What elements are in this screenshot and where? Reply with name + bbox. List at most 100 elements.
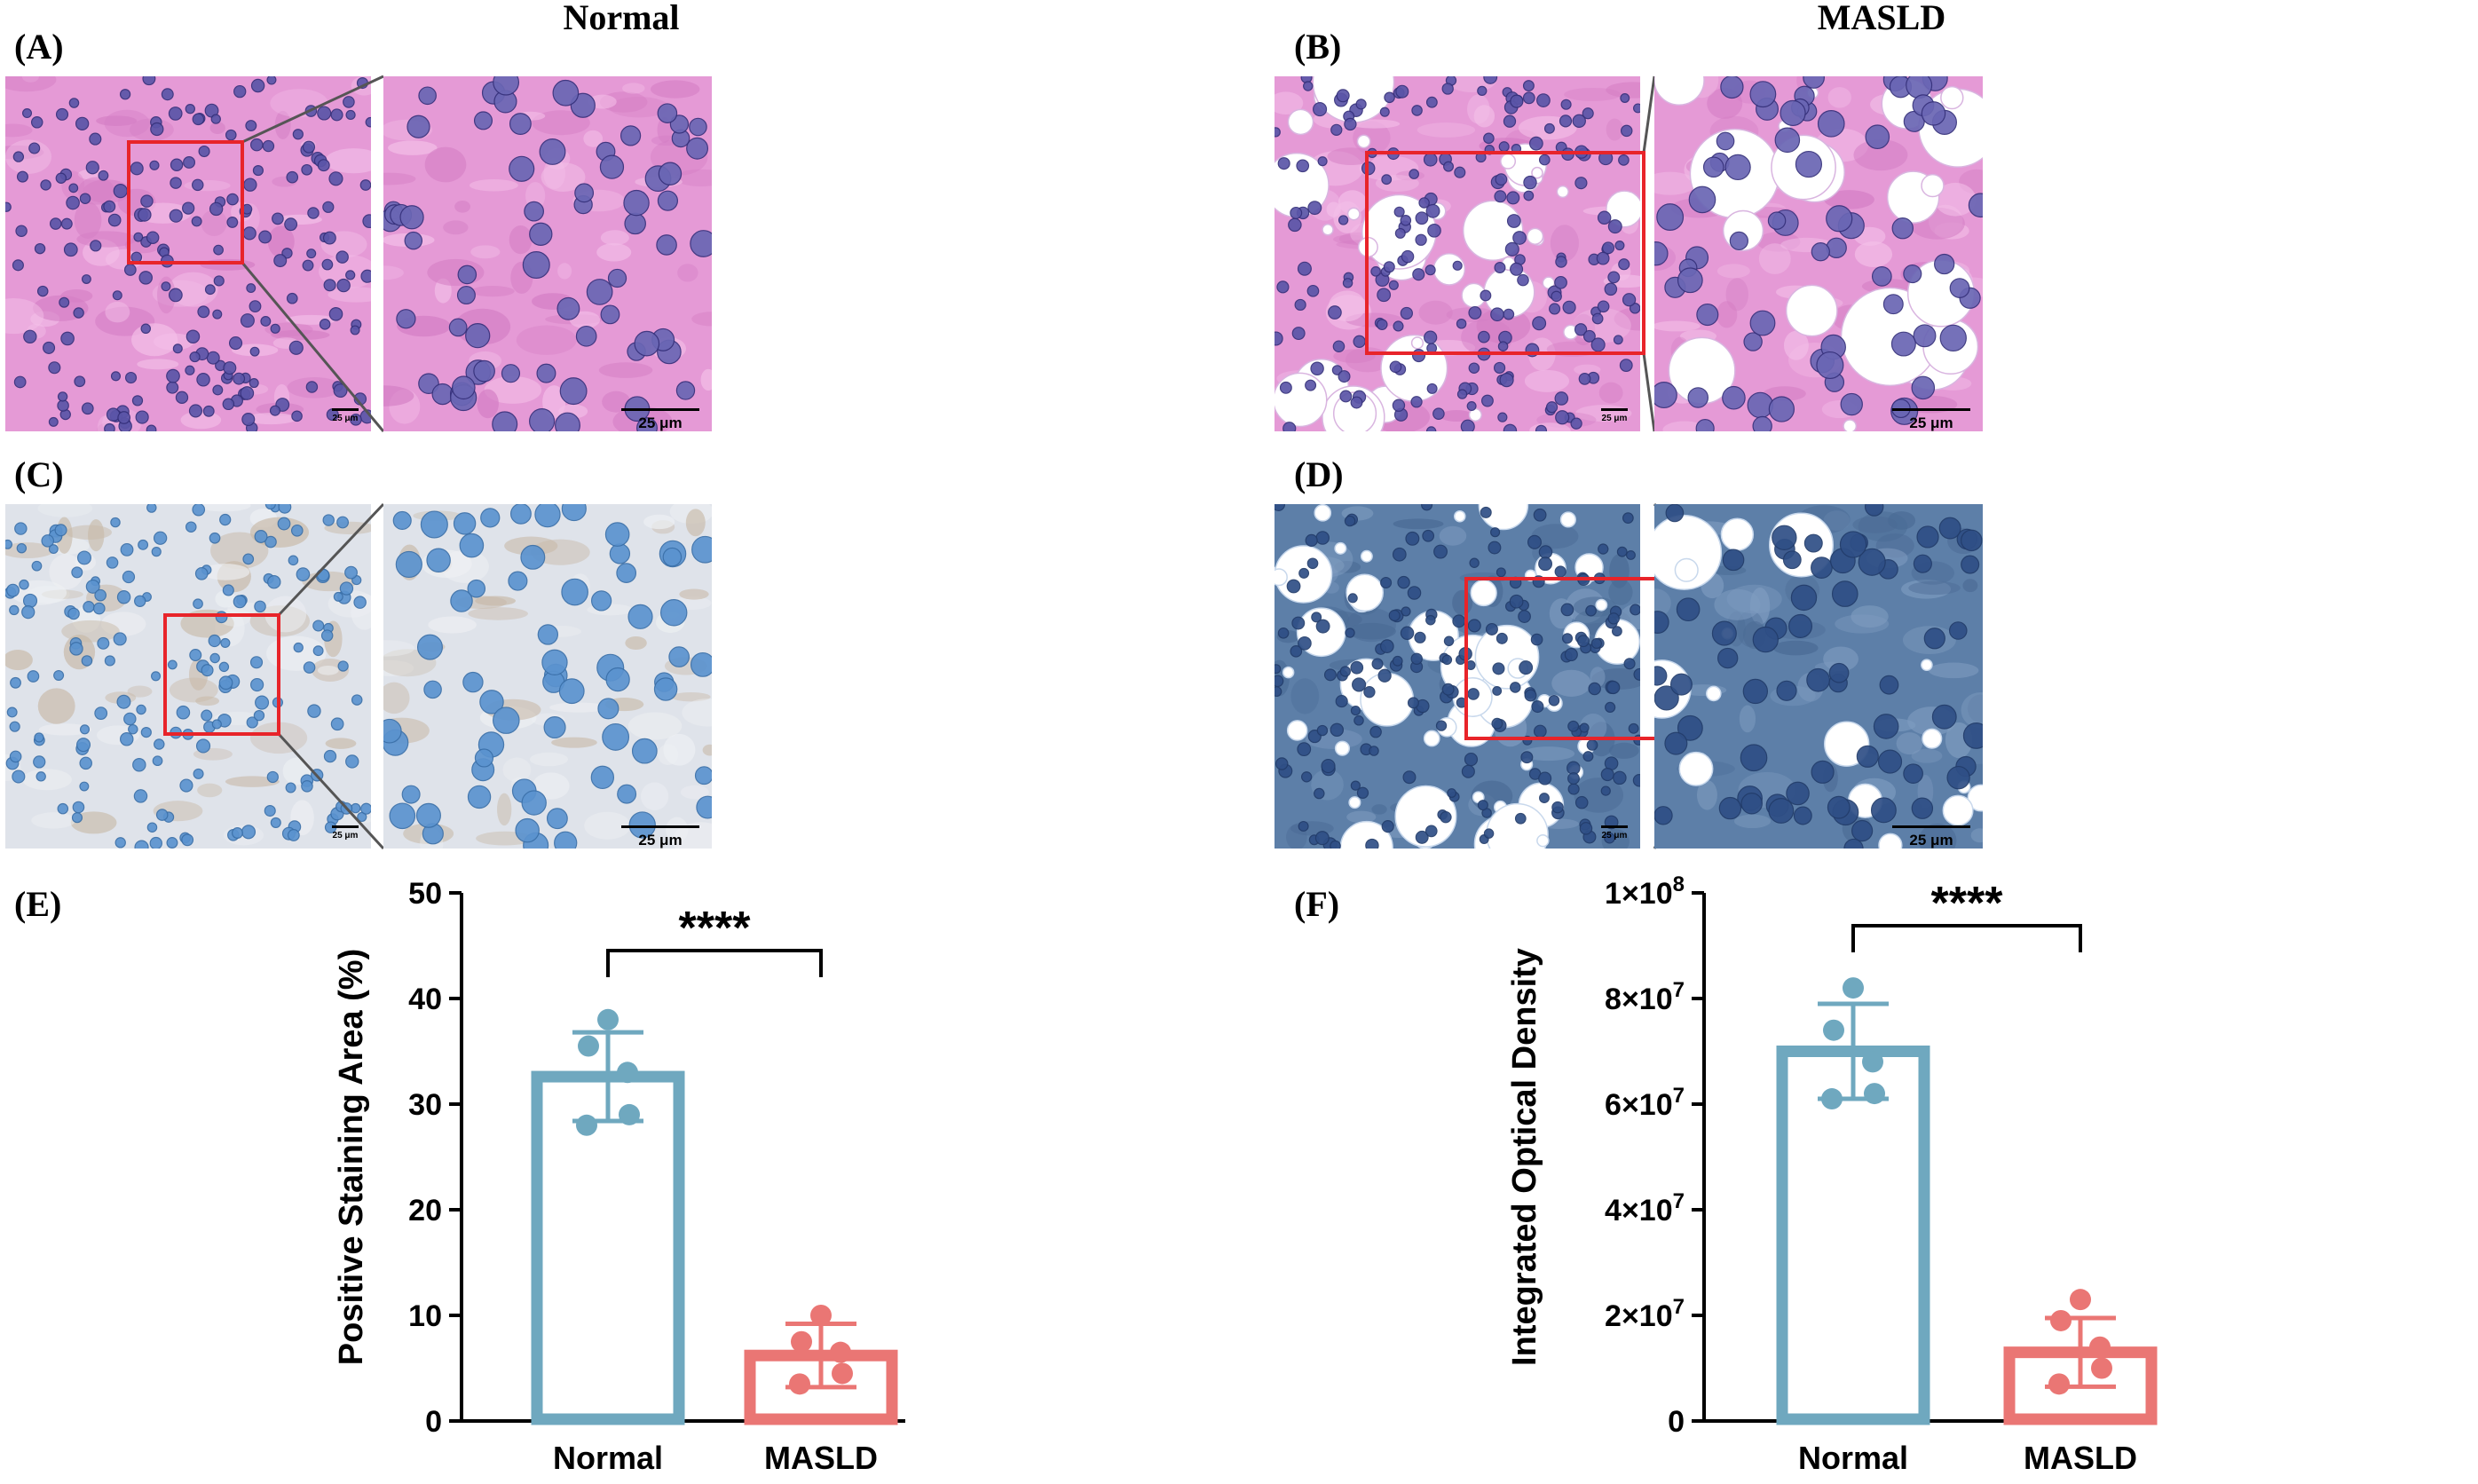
tissue-texture (325, 738, 357, 749)
cell-nucleus (290, 524, 304, 537)
cell-nucleus (226, 193, 239, 206)
cell-nucleus (1441, 683, 1455, 696)
cell-nucleus (30, 116, 43, 129)
scale-bar (1892, 825, 1970, 828)
cell-nucleus (166, 837, 178, 849)
cell-nucleus (1522, 80, 1535, 92)
tissue-texture (454, 201, 471, 213)
tissue-texture (557, 263, 572, 280)
cell-nucleus (241, 412, 256, 427)
cell-nucleus (1826, 237, 1847, 258)
cell-nucleus (209, 652, 220, 664)
tissue-texture (600, 230, 629, 246)
cell-nucleus (559, 377, 588, 406)
cell-nucleus (149, 836, 162, 849)
tissue-texture (584, 811, 631, 840)
cell-nucleus (1415, 211, 1429, 225)
cell-nucleus (1300, 771, 1313, 783)
cell-nucleus (1321, 759, 1336, 774)
significance-bracket (606, 949, 823, 977)
cell-nucleus (77, 550, 91, 565)
cell-nucleus (1380, 576, 1393, 589)
scale-bar (1601, 825, 1628, 828)
cell-nucleus (1393, 320, 1404, 332)
cell-nucleus (1491, 717, 1503, 730)
cell-nucleus (1277, 157, 1290, 170)
tissue-texture (383, 385, 414, 407)
cell-nucleus (278, 504, 292, 514)
cell-nucleus (1654, 611, 1669, 634)
panel-label-d: (D) (1294, 454, 1344, 494)
cell-nucleus (1921, 101, 1946, 126)
cell-nucleus (1536, 93, 1551, 107)
tissue-texture (509, 225, 533, 255)
cell-nucleus (57, 391, 68, 402)
zoom-connector (1642, 352, 1656, 432)
cell-nucleus (493, 706, 520, 734)
y-tick-label: 1×108 (1605, 872, 1685, 911)
scale-bar (621, 825, 699, 828)
cell-nucleus (1490, 527, 1501, 538)
cell-nucleus (344, 565, 358, 580)
cell-nucleus (1275, 664, 1282, 675)
cell-nucleus (509, 504, 532, 525)
cell-nucleus (322, 514, 335, 526)
x-tick-label: Normal (1798, 1440, 1908, 1476)
cell-nucleus (690, 230, 712, 257)
cell-nucleus (267, 574, 281, 589)
cell-nucleus (63, 242, 78, 257)
cell-nucleus (616, 563, 637, 583)
cell-nucleus (1291, 327, 1306, 341)
cell-nucleus (1572, 114, 1586, 128)
cell-nucleus (383, 718, 402, 744)
scale-bar-label: 25 μm (333, 414, 359, 423)
cell-nucleus (541, 649, 568, 675)
cell-nucleus (170, 158, 184, 171)
cell-nucleus (12, 770, 26, 784)
cell-nucleus (1493, 361, 1506, 375)
cell-nucleus (1596, 251, 1610, 265)
cell-nucleus (1718, 796, 1742, 820)
cell-nucleus (128, 723, 138, 735)
lipid-vacuole (1595, 598, 1608, 612)
cell-nucleus (150, 122, 164, 137)
cell-nucleus (604, 522, 630, 547)
micrograph-d-overview: 25 μm (1275, 503, 1720, 849)
cell-nucleus (392, 510, 412, 531)
cell-nucleus (1290, 206, 1303, 219)
cell-nucleus (79, 781, 90, 792)
cell-nucleus (1522, 91, 1535, 105)
cell-nucleus (1961, 555, 1980, 574)
cell-nucleus (415, 802, 441, 828)
tissue-texture (541, 162, 586, 192)
cell-nucleus (1510, 682, 1521, 693)
cell-nucleus (1535, 424, 1547, 431)
tissue-texture (671, 691, 711, 702)
cell-nucleus (34, 732, 44, 743)
lipid-vacuole (1275, 568, 1288, 587)
cell-nucleus (396, 309, 416, 329)
cell-nucleus (1424, 330, 1438, 344)
tissue-texture (608, 96, 669, 118)
cell-nucleus (1811, 760, 1835, 784)
cell-nucleus (1377, 668, 1392, 683)
data-point (578, 1035, 599, 1057)
cell-nucleus (1495, 173, 1508, 186)
cell-nucleus (1392, 547, 1407, 562)
cell-nucleus (1531, 700, 1544, 714)
cell-nucleus (524, 201, 544, 222)
cell-nucleus (522, 250, 550, 280)
cell-nucleus (1768, 396, 1795, 422)
cell-nucleus (1560, 99, 1572, 110)
tissue-texture (700, 368, 712, 391)
cell-nucleus (1411, 349, 1426, 363)
cell-nucleus (124, 371, 138, 384)
cell-nucleus (270, 323, 280, 334)
cell-nucleus (1538, 545, 1553, 559)
cell-nucleus (536, 363, 556, 383)
cell-nucleus (1401, 249, 1415, 264)
data-point (1823, 1019, 1844, 1041)
cell-nucleus (1877, 749, 1903, 774)
tissue-texture (1887, 511, 1916, 530)
cell-nucleus (1483, 76, 1498, 84)
